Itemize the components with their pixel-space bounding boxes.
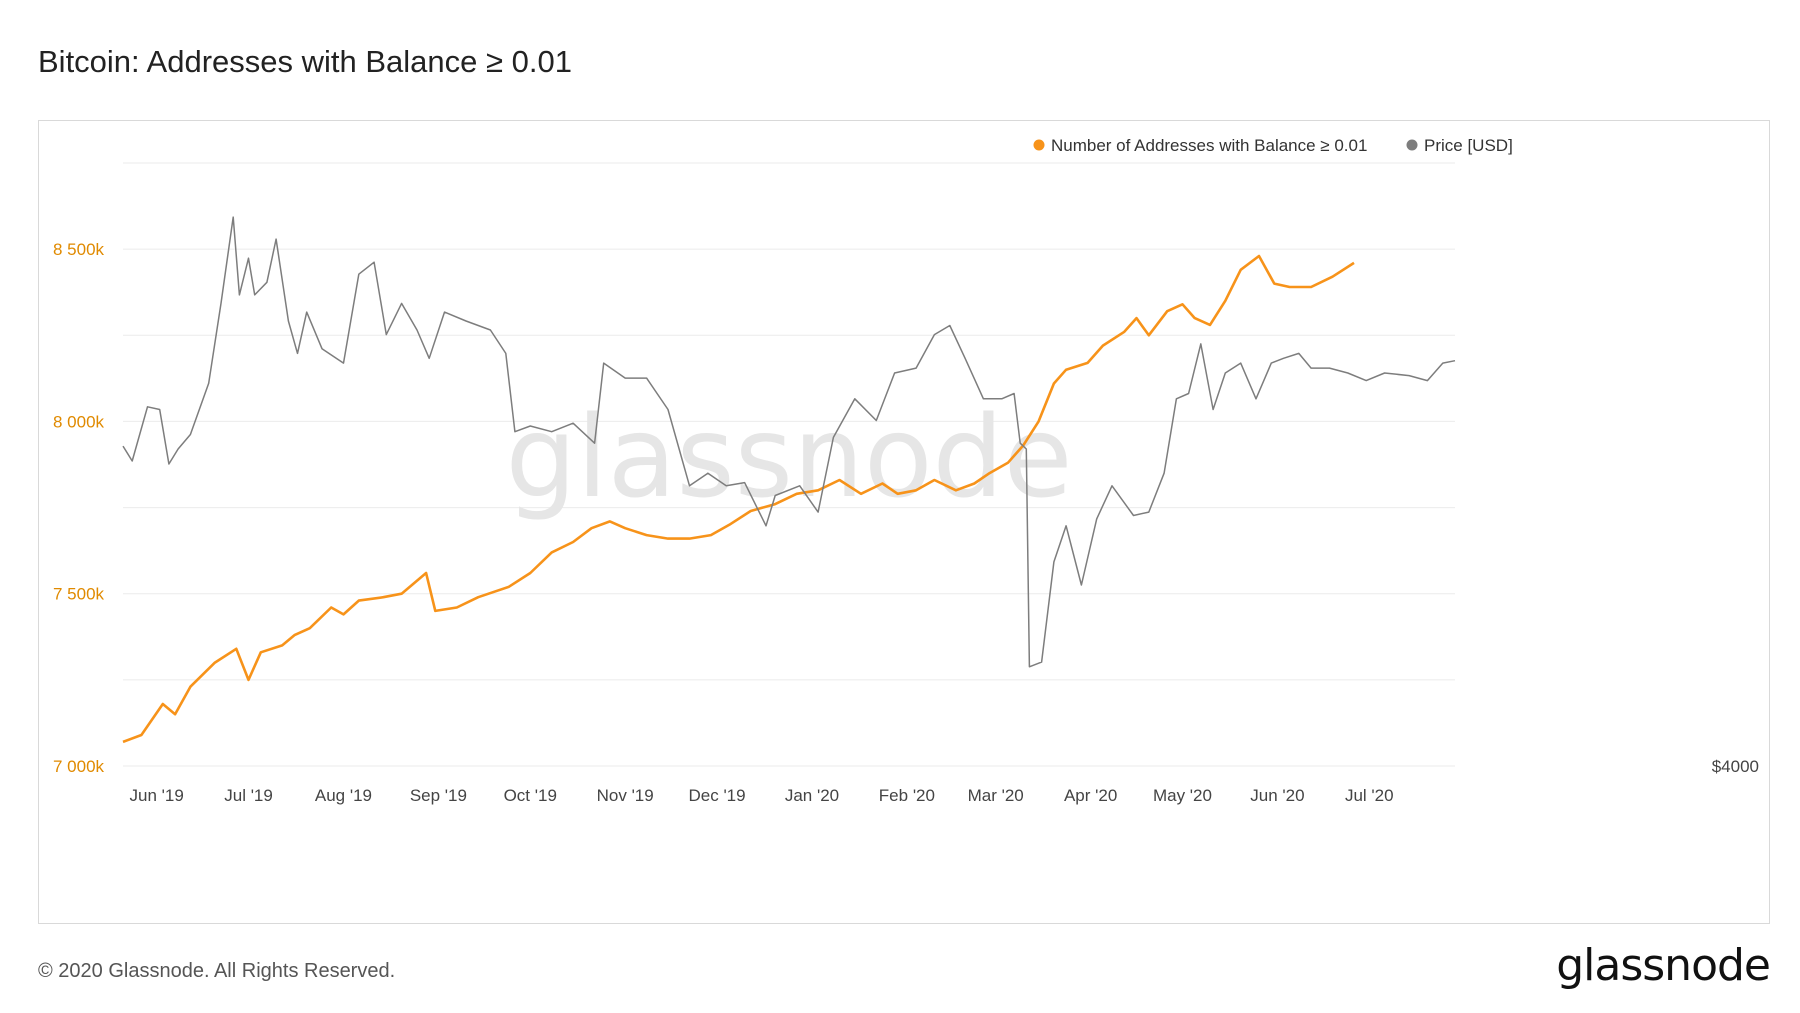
legend-label-addresses: Number of Addresses with Balance ≥ 0.01 <box>1051 136 1367 155</box>
x-tick-label: Nov '19 <box>597 786 654 805</box>
y-right-tick-label: $4000 <box>1712 757 1759 776</box>
x-tick-label: May '20 <box>1153 786 1212 805</box>
x-tick-label: Dec '19 <box>688 786 745 805</box>
x-tick-label: Feb '20 <box>879 786 935 805</box>
y-left-tick-label: 8 000k <box>53 412 105 431</box>
x-tick-label: Apr '20 <box>1064 786 1117 805</box>
x-tick-label: Jul '20 <box>1345 786 1394 805</box>
page-title: Bitcoin: Addresses with Balance ≥ 0.01 <box>38 44 572 79</box>
x-tick-label: Mar '20 <box>968 786 1024 805</box>
chart-svg: glassnode 7 000k 7 500k 8 000k 8 500k $4000 Ju… <box>53 136 1759 805</box>
legend-marker-addresses <box>1033 139 1045 151</box>
y-left-tick-label: 7 500k <box>53 585 105 604</box>
legend-marker-price <box>1406 139 1418 151</box>
x-tick-label: Oct '19 <box>504 786 557 805</box>
x-tick-label: Aug '19 <box>315 786 372 805</box>
x-tick-label: Sep '19 <box>410 786 467 805</box>
glassnode-logo[interactable]: glassnode <box>1556 940 1771 991</box>
y-left-tick-label: 7 000k <box>53 757 105 776</box>
chart-panel: glassnode 7 000k 7 500k 8 000k 8 500k $4000 Ju… <box>38 120 1770 924</box>
legend-label-price: Price [USD] <box>1424 136 1513 155</box>
x-tick-label: Jun '19 <box>130 786 184 805</box>
copyright-footer: © 2020 Glassnode. All Rights Reserved. <box>38 960 396 982</box>
watermark-text: glassnode <box>505 393 1072 523</box>
x-tick-label: Jun '20 <box>1250 786 1304 805</box>
x-tick-label: Jul '19 <box>224 786 273 805</box>
series-line-addresses <box>122 254 1355 744</box>
x-tick-label: Jan '20 <box>785 786 839 805</box>
y-left-tick-label: 8 500k <box>53 240 105 259</box>
series-line-price <box>122 216 1456 668</box>
